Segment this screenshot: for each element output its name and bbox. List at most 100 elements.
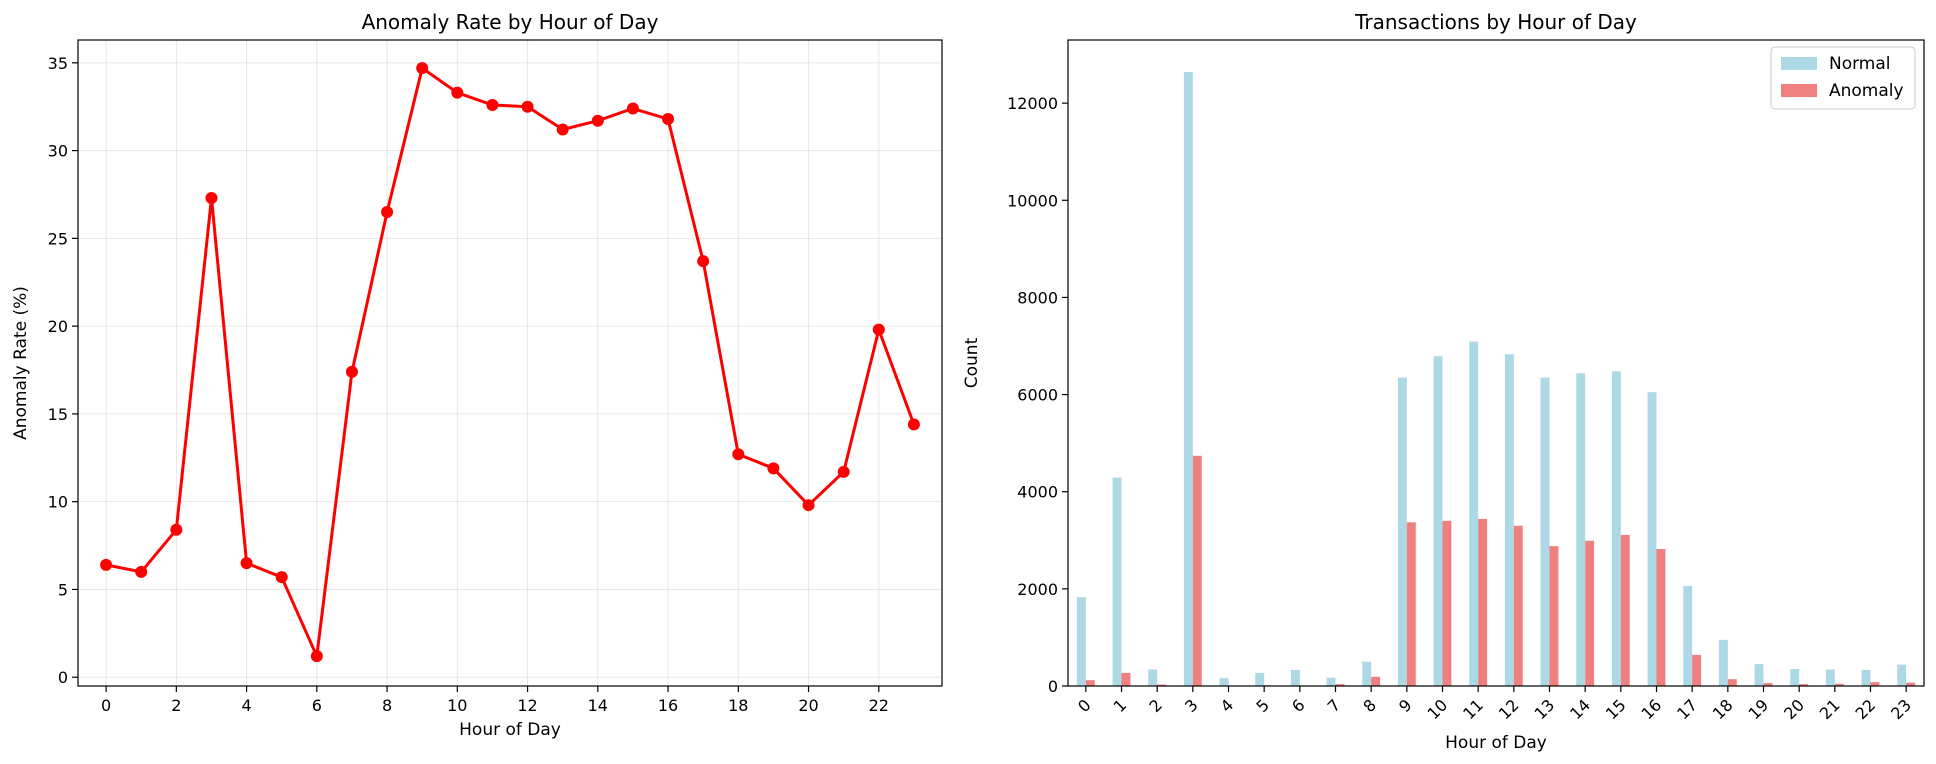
y-tick-label: 12000 bbox=[1007, 94, 1058, 113]
bar-normal bbox=[1825, 669, 1835, 686]
data-point bbox=[837, 465, 850, 478]
bar-anomaly bbox=[1692, 654, 1702, 686]
bar-anomaly bbox=[1513, 525, 1523, 686]
axis-ticks: 0 1 2 3 4 5 6 7 8 9 10 11 12 13 14 15 16 17 18 19 20 21 22 2302… bbox=[1007, 94, 1915, 723]
y-tick-label: 5 bbox=[58, 580, 68, 599]
bar-normal bbox=[1504, 354, 1514, 686]
legend-swatch bbox=[1781, 57, 1817, 70]
bar-normal bbox=[1290, 669, 1300, 686]
plot-area bbox=[100, 62, 920, 663]
y-tick-label: 2000 bbox=[1017, 580, 1058, 599]
x-tick-label: 18 bbox=[728, 696, 748, 715]
data-point bbox=[802, 499, 815, 512]
x-tick-label: 5 bbox=[1252, 695, 1273, 716]
data-point bbox=[135, 565, 148, 578]
x-tick-label: 16 bbox=[1637, 695, 1665, 723]
x-tick-label: 1 bbox=[1110, 695, 1131, 716]
data-point bbox=[486, 98, 499, 111]
data-point bbox=[697, 255, 710, 268]
bar-normal bbox=[1148, 669, 1158, 686]
x-tick-label: 17 bbox=[1673, 695, 1701, 723]
bar-anomaly bbox=[1906, 682, 1916, 686]
bar-normal bbox=[1718, 639, 1728, 686]
bar-normal bbox=[1647, 392, 1657, 686]
grid-lines bbox=[78, 40, 942, 686]
bar-normal bbox=[1469, 341, 1479, 686]
bar-anomaly bbox=[1406, 522, 1416, 686]
data-point bbox=[451, 86, 464, 99]
bar-normal bbox=[1255, 672, 1265, 686]
y-tick-label: 20 bbox=[48, 317, 68, 336]
x-tick-label: 11 bbox=[1459, 695, 1487, 723]
data-point bbox=[626, 102, 639, 115]
transactions-chart: 0 1 2 3 4 5 6 7 8 9 10 11 12 13 14 15 16 17 18 19 20 21 22 2302… bbox=[962, 10, 1925, 753]
anomaly-rate-chart: 0 2 4 6 8 10 12 14 16 18 20 22 0 5 10 15 20 25 30 35 Anomal… bbox=[11, 10, 943, 740]
x-tick-label: 3 bbox=[1181, 695, 1202, 716]
x-tick-label: 16 bbox=[658, 696, 678, 715]
bar-normal bbox=[1433, 356, 1443, 686]
x-tick-label: 20 bbox=[1780, 695, 1808, 723]
x-tick-label: 2 bbox=[171, 696, 181, 715]
bar-anomaly bbox=[1656, 549, 1666, 686]
x-tick-label: 6 bbox=[312, 696, 322, 715]
bar-normal bbox=[1790, 669, 1800, 686]
series-line bbox=[105, 66, 916, 658]
legend-label: Normal bbox=[1829, 54, 1891, 74]
chart-title: Transactions by Hour of Day bbox=[1354, 10, 1637, 34]
axes-frame bbox=[77, 39, 943, 687]
data-point bbox=[100, 558, 113, 571]
data-point bbox=[205, 191, 218, 204]
data-point bbox=[310, 650, 323, 663]
x-tick-label: 8 bbox=[382, 696, 392, 715]
x-tick-label: 8 bbox=[1359, 695, 1380, 716]
legend: Normal Anomaly bbox=[1770, 46, 1916, 110]
data-point bbox=[381, 206, 394, 219]
bar-anomaly bbox=[1335, 684, 1345, 686]
y-tick-label: 10000 bbox=[1007, 191, 1058, 210]
x-tick-label: 20 bbox=[798, 696, 818, 715]
data-point bbox=[240, 557, 253, 570]
y-tick-label: 15 bbox=[48, 405, 68, 424]
bar-anomaly bbox=[1763, 683, 1773, 686]
bar-normal bbox=[1362, 661, 1372, 686]
x-tick-label: 12 bbox=[1495, 695, 1523, 723]
y-tick-label: 25 bbox=[48, 229, 68, 248]
x-tick-label: 4 bbox=[1217, 695, 1238, 716]
bar-normal bbox=[1076, 597, 1086, 686]
bar-normal bbox=[1397, 377, 1407, 686]
data-point bbox=[767, 462, 780, 475]
x-tick-label: 4 bbox=[241, 696, 251, 715]
x-axis-label: Hour of Day bbox=[1445, 733, 1547, 753]
data-point bbox=[416, 62, 429, 75]
y-axis-label: Count bbox=[962, 337, 982, 388]
data-point bbox=[732, 448, 745, 461]
data-point bbox=[521, 100, 534, 113]
bar-normal bbox=[1540, 377, 1550, 686]
bar-anomaly bbox=[1799, 684, 1809, 686]
x-tick-label: 6 bbox=[1288, 695, 1309, 716]
bar-anomaly bbox=[1870, 682, 1880, 686]
x-tick-label: 21 bbox=[1816, 695, 1844, 723]
data-point bbox=[907, 418, 920, 431]
bar-normal bbox=[1861, 669, 1871, 686]
bar-anomaly bbox=[1157, 684, 1167, 686]
x-tick-label: 0 bbox=[101, 696, 111, 715]
bar-normal bbox=[1219, 678, 1229, 686]
bar-anomaly bbox=[1478, 518, 1488, 686]
y-tick-label: 0 bbox=[58, 668, 68, 687]
y-tick-label: 35 bbox=[48, 54, 68, 73]
x-tick-label: 13 bbox=[1530, 695, 1558, 723]
data-point bbox=[872, 323, 885, 336]
x-tick-label: 23 bbox=[1887, 695, 1915, 723]
data-point bbox=[662, 112, 675, 125]
axes-frame bbox=[1067, 39, 1925, 687]
y-tick-label: 8000 bbox=[1017, 288, 1058, 307]
x-tick-label: 14 bbox=[1566, 695, 1594, 723]
bar-normal bbox=[1611, 371, 1621, 686]
bar-anomaly bbox=[1121, 672, 1131, 686]
x-tick-label: 19 bbox=[1744, 695, 1772, 723]
bar-normal bbox=[1576, 373, 1586, 686]
bar-anomaly bbox=[1085, 680, 1095, 686]
legend-swatch bbox=[1781, 84, 1817, 97]
